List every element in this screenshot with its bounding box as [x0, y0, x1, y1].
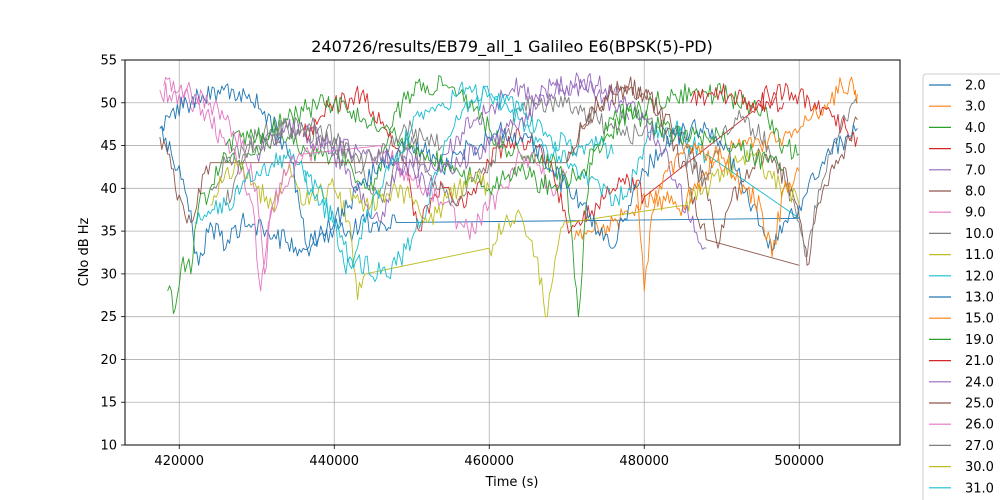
y-tick-label: 10	[100, 439, 117, 454]
x-tick-label: 460000	[464, 454, 514, 469]
grid-lines	[125, 59, 900, 446]
y-tick-label: 30	[100, 267, 117, 282]
series-lines	[159, 72, 858, 318]
y-tick-label: 40	[100, 182, 117, 197]
legend-entry-label: 4.0	[965, 121, 986, 136]
y-tick-label: 50	[100, 96, 117, 111]
legend-entry-label: 27.0	[965, 439, 994, 454]
x-tick-label: 440000	[309, 454, 359, 469]
y-tick-label: 45	[100, 139, 117, 154]
series-line-11.0	[210, 149, 800, 318]
series-line-4.0	[167, 75, 800, 318]
y-axis-title: CNo dB Hz	[77, 217, 92, 286]
x-axis-ticks: 420000 440000 460000 480000 500000	[154, 445, 824, 469]
legend-entry-label: 3.0	[965, 100, 986, 115]
series-line-31.0	[302, 81, 614, 275]
legend-entry-label: 11.0	[965, 248, 994, 263]
series-line-26.0	[163, 76, 320, 275]
legend-entry-label: 21.0	[965, 354, 994, 369]
legend-entry-label: 7.0	[965, 163, 986, 178]
legend-entry-label: 9.0	[965, 206, 986, 221]
legend-entry-label: 15.0	[965, 312, 994, 327]
legend: 2.0 3.0 4.0 5.0 7.0 8.0 9.0 10.0 11.0 12.0 13.0 15.…	[922, 73, 1000, 500]
y-tick-label: 55	[100, 54, 117, 69]
series-line-5.0	[302, 82, 858, 234]
series-line-3.0	[574, 76, 858, 240]
legend-entry-label: 13.0	[965, 291, 994, 306]
series-line-21.0	[690, 83, 785, 113]
series-line-24.0	[302, 72, 707, 250]
legend-entry-label: 24.0	[965, 375, 994, 390]
legend-entry-label: 26.0	[965, 418, 994, 433]
series-line-13.0	[159, 83, 858, 257]
y-axis-ticks: 10 15 20 25 30 35 40 45 50 55	[100, 54, 125, 454]
series-line-25.0	[566, 76, 800, 266]
y-tick-label: 20	[100, 353, 117, 368]
x-tick-label: 480000	[619, 454, 669, 469]
x-tick-label: 500000	[774, 454, 824, 469]
series-line-30.0	[349, 170, 490, 226]
x-tick-label: 420000	[154, 454, 204, 469]
legend-entry-label: 2.0	[965, 79, 986, 94]
legend-entry-label: 25.0	[965, 397, 994, 412]
legend-entry-label: 31.0	[965, 481, 994, 496]
series-line-2.0	[159, 125, 800, 266]
series-line-10.0	[209, 93, 858, 258]
plot-frame	[124, 59, 901, 446]
chart-title: 240726/results/EB79_all_1 Galileo E6(BPS…	[311, 37, 713, 57]
legend-entry-label: 5.0	[965, 142, 986, 157]
series-line-27.0	[225, 117, 444, 206]
y-tick-label: 25	[100, 310, 117, 325]
series-line-19.0	[225, 94, 784, 196]
legend-frame	[922, 73, 1000, 500]
series-line-12.0	[194, 85, 800, 282]
y-tick-label: 35	[100, 225, 117, 240]
legend-entry-label: 10.0	[965, 227, 994, 242]
legend-entry-label: 30.0	[965, 460, 994, 475]
y-tick-label: 15	[100, 396, 117, 411]
series-line-15.0	[636, 142, 800, 292]
legend-entry-label: 19.0	[965, 333, 994, 348]
x-axis-title: Time (s)	[485, 475, 539, 490]
legend-entry-label: 8.0	[965, 185, 986, 200]
legend-entry-label: 12.0	[965, 269, 994, 284]
